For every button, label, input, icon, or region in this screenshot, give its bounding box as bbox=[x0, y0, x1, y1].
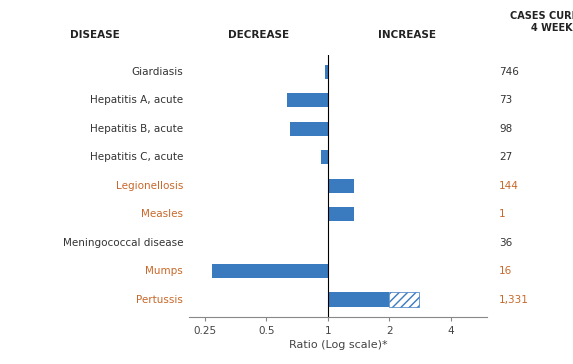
Text: Pertussis: Pertussis bbox=[136, 294, 183, 305]
Bar bbox=[325, 64, 328, 79]
Bar bbox=[328, 178, 355, 193]
Bar bbox=[328, 207, 355, 221]
Text: 1: 1 bbox=[499, 209, 505, 219]
Bar bbox=[321, 150, 328, 164]
Text: 746: 746 bbox=[499, 67, 519, 77]
X-axis label: Ratio (Log scale)*: Ratio (Log scale)* bbox=[289, 340, 387, 350]
Text: DISEASE: DISEASE bbox=[70, 30, 119, 40]
Text: 16: 16 bbox=[499, 266, 512, 276]
Bar bbox=[287, 93, 328, 107]
Text: INCREASE: INCREASE bbox=[378, 30, 437, 40]
Bar bbox=[389, 292, 419, 307]
Text: Hepatitis C, acute: Hepatitis C, acute bbox=[90, 152, 183, 162]
Text: Meningococcal disease: Meningococcal disease bbox=[62, 238, 183, 248]
Text: 98: 98 bbox=[499, 124, 512, 134]
Text: 36: 36 bbox=[499, 238, 512, 248]
Bar bbox=[290, 122, 328, 136]
Bar bbox=[212, 264, 328, 278]
Text: 1,331: 1,331 bbox=[499, 294, 529, 305]
Text: Legionellosis: Legionellosis bbox=[116, 181, 183, 191]
Text: Hepatitis B, acute: Hepatitis B, acute bbox=[90, 124, 183, 134]
Text: Hepatitis A, acute: Hepatitis A, acute bbox=[90, 95, 183, 105]
Text: DECREASE: DECREASE bbox=[228, 30, 289, 40]
Text: Measles: Measles bbox=[141, 209, 183, 219]
Text: 73: 73 bbox=[499, 95, 512, 105]
Text: CASES CURRENT
4 WEEKS: CASES CURRENT 4 WEEKS bbox=[511, 11, 573, 33]
Text: 144: 144 bbox=[499, 181, 519, 191]
Text: Mumps: Mumps bbox=[146, 266, 183, 276]
Text: Giardiasis: Giardiasis bbox=[131, 67, 183, 77]
Bar bbox=[328, 292, 389, 307]
Text: 27: 27 bbox=[499, 152, 512, 162]
